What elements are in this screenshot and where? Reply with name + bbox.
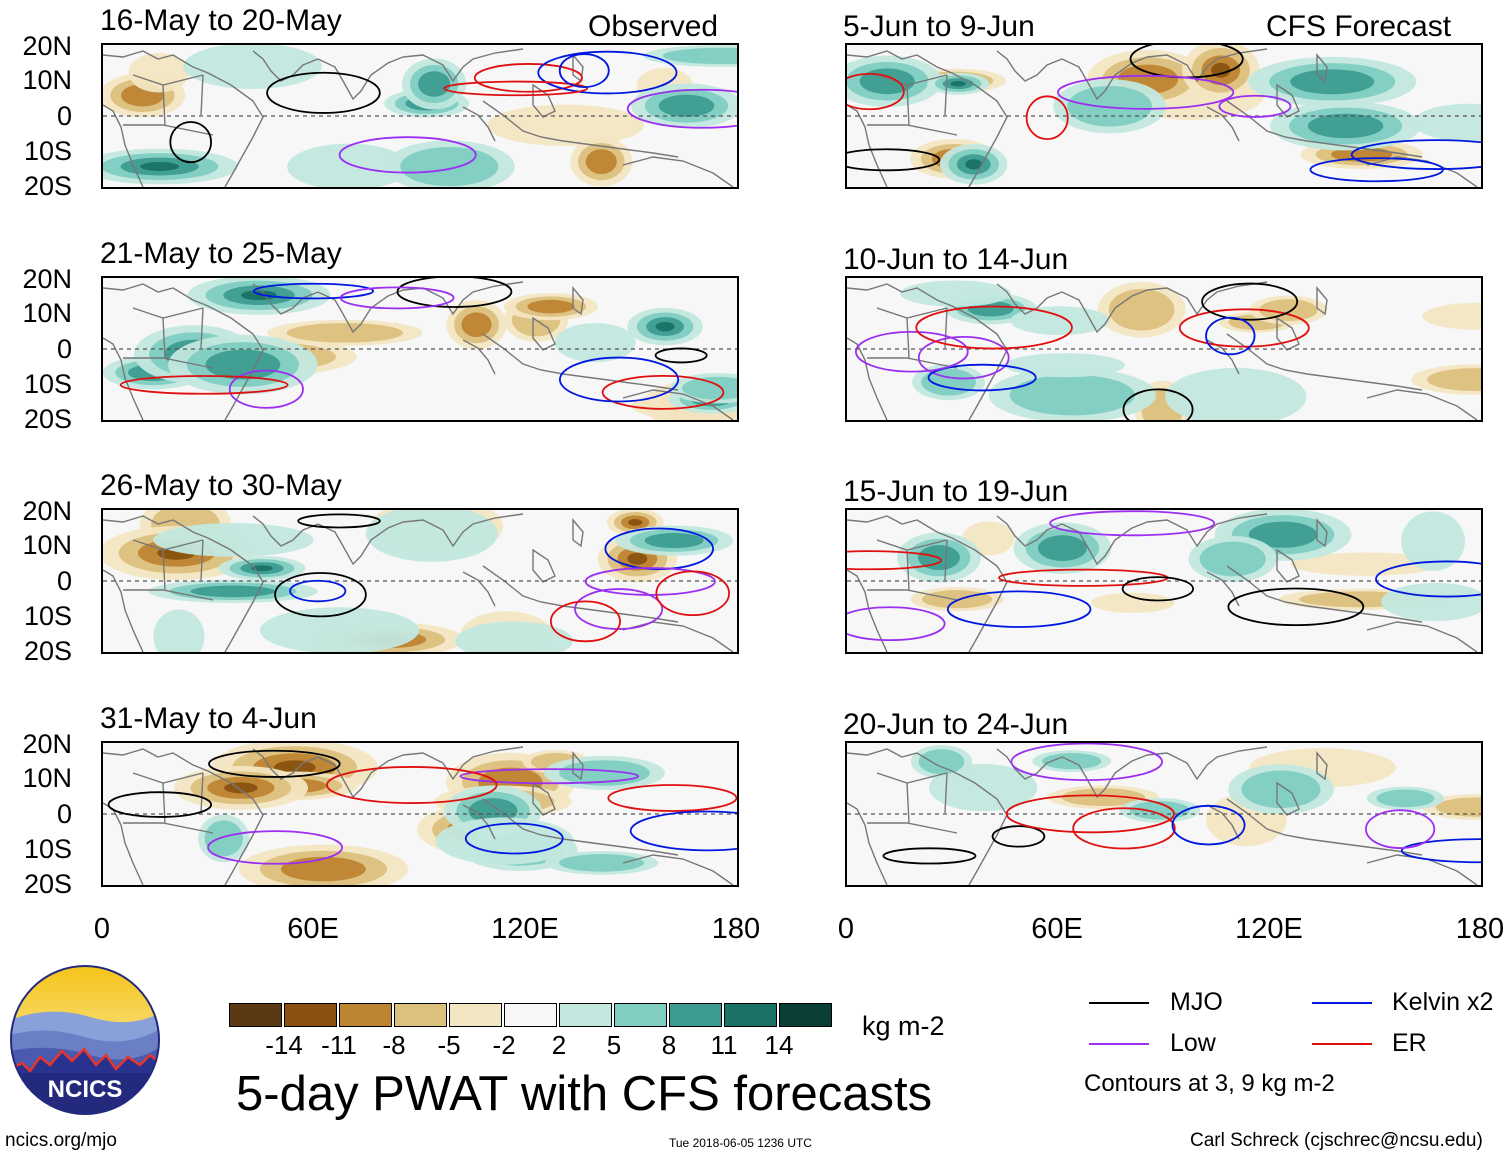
panel-title-left-2: 21-May to 25-May [100,237,342,270]
map-panel-right-3 [845,508,1483,654]
legend-label-er: ER [1392,1029,1427,1057]
map-panel-right-1 [845,43,1483,189]
lat-label-row4-10n: 10N [22,763,72,793]
lat-label-row2-20s: 20S [23,404,72,434]
lat-label-row4-10s: 10S [23,834,72,864]
colorbar-label: -8 [382,1030,406,1060]
main-title: 5-day PWAT with CFS forecasts [236,1067,933,1121]
observed-header: Observed [588,10,719,43]
colorbar-swatch [284,1003,337,1027]
lat-label-row1-0: 0 [56,101,72,131]
lat-label-row3-20n: 20N [22,496,72,526]
lon-label-left-60e: 60E [287,913,339,945]
legend-line-kelvin [1312,1002,1372,1004]
colorbar-swatch [339,1003,392,1027]
lat-label-row1-20s: 20S [23,171,72,201]
lat-label-row1-20n: 20N [22,31,72,61]
colorbar-label: -5 [437,1030,461,1060]
colorbar-swatch [559,1003,612,1027]
lat-label-row2-10s: 10S [23,369,72,399]
map-panel-left-3 [101,508,739,654]
lon-label-right-0: 0 [837,913,855,945]
legend-label-mjo: MJO [1170,988,1223,1016]
colorbar-swatch [449,1003,502,1027]
legend-label-kelvin: Kelvin x2 [1392,988,1494,1016]
lat-label-row3-20s: 20S [23,636,72,666]
panel-title-left-4: 31-May to 4-Jun [100,702,317,735]
panel-title-left-3: 26-May to 30-May [100,469,342,502]
panel-title-right-4: 20-Jun to 24-Jun [843,708,1069,741]
legend-line-er [1312,1043,1372,1045]
colorbar-label: 11 [710,1030,738,1060]
map-panel-left-4 [101,741,739,887]
lon-label-left-120e: 120E [491,913,559,945]
lat-label-row3-10n: 10N [22,530,72,560]
colorbar-swatch [614,1003,667,1027]
map-panel-left-1 [101,43,739,189]
map-panel-right-4 [845,741,1483,887]
colorbar-swatch [669,1003,722,1027]
colorbar-swatch [724,1003,777,1027]
panel-title-right-2: 10-Jun to 14-Jun [843,243,1069,276]
legend-label-low: Low [1170,1029,1216,1057]
lat-label-row1-10n: 10N [22,65,72,95]
logo-text: NCICS [48,1076,123,1103]
lat-label-row3-10s: 10S [23,601,72,631]
lat-label-row4-20n: 20N [22,729,72,759]
colorbar-label: 5 [606,1030,622,1060]
colorbar-swatch [229,1003,282,1027]
colorbar-swatch [779,1003,832,1027]
lon-label-right-120e: 120E [1235,913,1303,945]
lat-label-row4-20s: 20S [23,869,72,899]
lat-label-row3-0: 0 [56,566,72,596]
lat-label-row4-0: 0 [56,799,72,829]
legend-line-low [1089,1043,1149,1045]
lon-label-left-180: 180 [711,913,761,945]
lat-label-row2-10n: 10N [22,298,72,328]
colorbar-units: kg m-2 [862,1011,945,1041]
panel-title-left-1: 16-May to 20-May [100,4,342,37]
colorbar-label: -11 [321,1030,357,1060]
lon-label-right-180: 180 [1455,913,1505,945]
footer-timestamp: Tue 2018-06-05 1236 UTC [669,1136,812,1150]
panel-title-right-1: 5-Jun to 9-Jun [843,10,1035,43]
ncics-logo: NCICS [10,965,160,1115]
colorbar-label: -14 [265,1030,303,1060]
map-panel-right-2 [845,276,1483,422]
legend-note: Contours at 3, 9 kg m-2 [1084,1070,1335,1097]
legend-line-mjo [1089,1002,1149,1004]
lat-label-row2-20n: 20N [22,264,72,294]
map-panel-left-2 [101,276,739,422]
colorbar-swatch [394,1003,447,1027]
colorbar-label: 8 [661,1030,677,1060]
lon-label-right-60e: 60E [1031,913,1083,945]
lat-label-row2-0: 0 [56,334,72,364]
colorbar-swatch [504,1003,557,1027]
forecast-header: CFS Forecast [1266,10,1452,43]
panel-title-right-3: 15-Jun to 19-Jun [843,475,1069,508]
colorbar-label: -2 [492,1030,516,1060]
lon-label-left-0: 0 [93,913,111,945]
footer-url: ncics.org/mjo [5,1130,117,1151]
colorbar-label: 2 [551,1030,567,1060]
colorbar-label: 14 [764,1030,794,1060]
lat-label-row1-10s: 10S [23,136,72,166]
footer-author: Carl Schreck (cjschrec@ncsu.edu) [1190,1130,1483,1151]
